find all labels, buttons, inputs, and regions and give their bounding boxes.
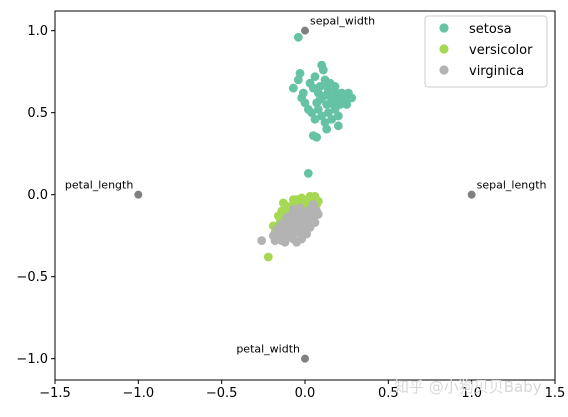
point-versicolor-48: [305, 191, 315, 201]
point-setosa-11: [318, 65, 328, 75]
point-versicolor-0: [263, 252, 273, 262]
point-virginica-49: [295, 206, 305, 216]
point-virginica-46: [270, 236, 280, 246]
point-setosa-41: [315, 82, 325, 91]
point-setosa-22: [337, 88, 347, 98]
feature-point-sepal_length: [467, 190, 476, 199]
point-setosa-24: [342, 100, 352, 109]
legend: setosa versicolor virginica: [424, 15, 548, 88]
point-setosa-49: [328, 90, 338, 100]
point-setosa-47: [297, 93, 307, 103]
point-versicolor-45: [273, 211, 283, 221]
point-setosa-0: [293, 32, 303, 42]
point-setosa-2: [293, 75, 303, 85]
point-virginica-45: [277, 219, 287, 229]
point-virginica-42: [288, 205, 298, 214]
point-virginica-40: [292, 237, 302, 247]
x-tick-label: −1.0: [123, 386, 155, 401]
point-setosa-43: [312, 132, 322, 142]
watermark-text: 知乎 @小狗贝贝Baby: [394, 378, 542, 396]
x-tick-label: 0.5: [378, 386, 399, 401]
point-setosa-34: [323, 108, 333, 118]
feature-points-layer: sepal_length sepal_width petal_lengthpetal…: [65, 15, 547, 363]
x-tick-label: −1.5: [39, 386, 71, 401]
point-setosa-38: [322, 100, 332, 109]
point-setosa-26: [347, 93, 357, 103]
legend-label-virginica: virginica: [469, 64, 524, 79]
point-setosa-46: [303, 168, 313, 178]
point-setosa-30: [310, 114, 320, 124]
points-layer: [257, 32, 357, 262]
y-tick-label: 1.0: [27, 24, 48, 39]
point-versicolor-40: [288, 195, 298, 205]
point-setosa-7: [310, 72, 320, 81]
y-tick-label: −0.5: [16, 270, 48, 285]
point-setosa-45: [333, 121, 343, 131]
feature-point-petal_width: [301, 354, 309, 363]
feature-label-petal_length: petal_length: [65, 179, 133, 192]
point-virginica-37: [280, 237, 290, 247]
y-tick-label: 0.0: [27, 188, 48, 203]
point-setosa-36: [330, 105, 340, 114]
point-virginica-48: [310, 211, 320, 221]
y-tick-label: 0.5: [27, 106, 48, 121]
feature-label-sepal_length: sepal_length: [477, 179, 547, 192]
x-tick-label: 1.5: [545, 386, 566, 401]
legend-box: [424, 15, 548, 88]
point-virginica-41: [300, 223, 310, 232]
y-tick-label: −1.0: [16, 352, 48, 367]
point-virginica-30: [308, 200, 318, 209]
legend-label-setosa: setosa: [469, 22, 512, 37]
feature-point-sepal_width: [301, 26, 309, 35]
x-tick-label: 0.0: [295, 386, 316, 401]
legend-marker-virginica: [439, 65, 449, 75]
x-tick-label: −0.5: [206, 386, 238, 401]
x-tick-label: 1.0: [461, 386, 482, 401]
point-setosa-44: [322, 124, 332, 134]
point-versicolor-44: [278, 198, 288, 208]
point-setosa-29: [307, 108, 317, 118]
legend-marker-versicolor: [439, 44, 449, 54]
point-setosa-35: [327, 114, 337, 124]
legend-label-versicolor: versicolor: [469, 43, 533, 58]
point-virginica-0: [257, 236, 267, 246]
point-setosa-3: [288, 83, 298, 93]
point-setosa-32: [317, 111, 327, 121]
feature-point-petal_length: [134, 190, 143, 199]
point-virginica-47: [285, 223, 295, 232]
point-setosa-48: [325, 78, 335, 88]
point-setosa-39: [318, 91, 328, 101]
point-virginica-43: [282, 213, 292, 223]
point-setosa-37: [333, 111, 343, 121]
legend-marker-setosa: [439, 23, 449, 33]
point-setosa-40: [312, 98, 322, 108]
point-virginica-24: [293, 228, 303, 237]
ticks-layer: −1.5 −1.0 −0.5 0.0 0.5 1.0 1.5 −1.0 −0.5 0.0 0.5 1.…: [16, 24, 565, 401]
feature-label-petal_width: petal_width: [236, 343, 300, 356]
feature-label-sepal_width: sepal_width: [310, 15, 375, 28]
